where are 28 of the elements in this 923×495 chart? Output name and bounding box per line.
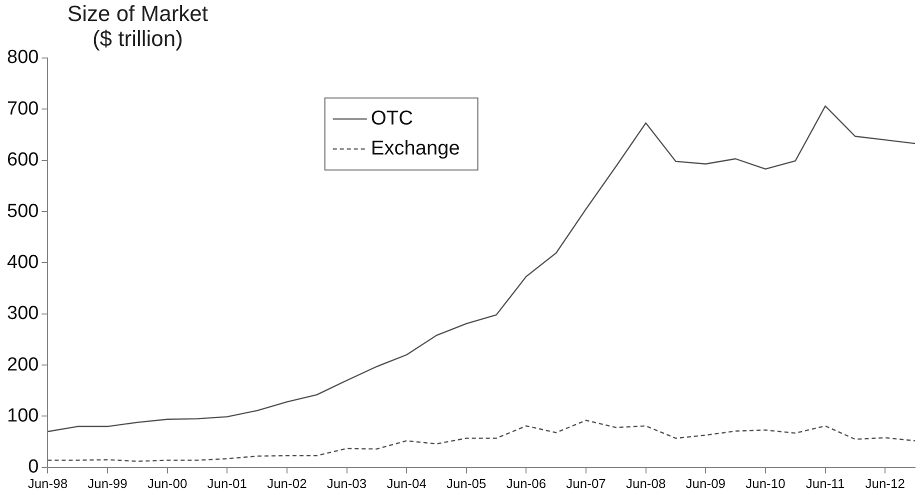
x-tick-label: Jun-98 <box>28 476 68 491</box>
legend-label: OTC <box>370 108 414 130</box>
x-tick-label: Jun-05 <box>446 476 486 491</box>
y-tick-label: 400 <box>7 252 39 273</box>
y-tick-label: 500 <box>7 200 39 222</box>
y-tick-label: 800 <box>7 47 39 68</box>
y-tick-label: 600 <box>7 150 39 171</box>
legend-label: Exchange <box>370 138 460 160</box>
y-tick-label: 300 <box>7 303 39 324</box>
y-tick-label: 200 <box>7 354 39 376</box>
x-tick-label: Jun-02 <box>267 476 307 491</box>
y-tick-label: 700 <box>7 98 39 120</box>
line-series <box>47 420 916 462</box>
x-tick-label: Jun-12 <box>865 476 905 491</box>
x-tick-label: Jun-06 <box>506 476 546 491</box>
x-tick-label: Jun-08 <box>626 476 666 491</box>
y-tick-label: 0 <box>28 456 39 478</box>
x-tick-label: Jun-99 <box>88 476 128 491</box>
x-tick-label: Jun-01 <box>207 476 248 491</box>
x-tick-label: Jun-03 <box>326 476 367 491</box>
x-tick-label: Jun-04 <box>386 476 426 491</box>
x-tick-label: Jun-07 <box>566 476 606 491</box>
x-tick-label: Jun-09 <box>686 476 726 491</box>
y-axis-title: Size of Market ($ trillion) <box>67 1 208 52</box>
x-tick-label: Jun-11 <box>806 476 845 491</box>
x-tick-label: Jun-00 <box>147 476 188 491</box>
y-tick-label: 100 <box>7 405 39 426</box>
x-tick-label: Jun-10 <box>746 476 786 491</box>
